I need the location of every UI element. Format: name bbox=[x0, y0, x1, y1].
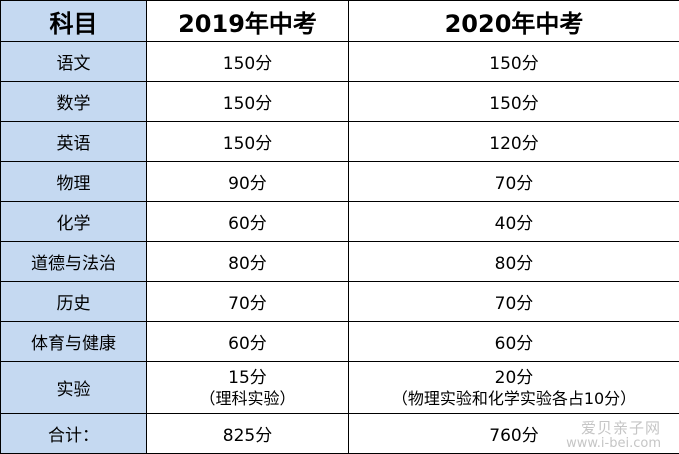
score-2020-cell: 60分 bbox=[348, 321, 679, 362]
table-row: 实验 15分 （理科实验） 20分 （物理实验和化学实验各占10分） bbox=[0, 361, 679, 414]
subject-cell: 体育与健康 bbox=[0, 321, 147, 362]
score-2020-cell: 40分 bbox=[348, 201, 679, 242]
header-subject: 科目 bbox=[0, 0, 147, 42]
table-header-row: 科目 2019年中考 2020年中考 bbox=[0, 0, 679, 42]
subject-cell: 实验 bbox=[0, 361, 147, 414]
table-total-row: 合计： 825分 760分 bbox=[0, 413, 679, 454]
table-row: 化学 60分 40分 bbox=[0, 201, 679, 242]
table-row: 道德与法治 80分 80分 bbox=[0, 241, 679, 282]
score-value: 20分 bbox=[494, 367, 534, 388]
score-2020-cell: 70分 bbox=[348, 281, 679, 322]
table-row: 英语 150分 120分 bbox=[0, 121, 679, 162]
score-2019-cell: 150分 bbox=[146, 121, 349, 162]
score-2020-cell: 120分 bbox=[348, 121, 679, 162]
score-2019-cell: 150分 bbox=[146, 81, 349, 122]
score-2020-cell: 150分 bbox=[348, 41, 679, 82]
table-row: 物理 90分 70分 bbox=[0, 161, 679, 202]
total-label-cell: 合计： bbox=[0, 413, 147, 454]
score-2019-cell: 80分 bbox=[146, 241, 349, 282]
table-row: 数学 150分 150分 bbox=[0, 81, 679, 122]
score-note: （物理实验和化学实验各占10分） bbox=[391, 388, 637, 408]
table-row: 体育与健康 60分 60分 bbox=[0, 321, 679, 362]
score-2019-cell: 70分 bbox=[146, 281, 349, 322]
header-2020: 2020年中考 bbox=[348, 0, 679, 42]
subject-cell: 语文 bbox=[0, 41, 147, 82]
subject-cell: 道德与法治 bbox=[0, 241, 147, 282]
score-2019-cell: 150分 bbox=[146, 41, 349, 82]
score-2019-cell: 60分 bbox=[146, 321, 349, 362]
table-row: 语文 150分 150分 bbox=[0, 41, 679, 82]
total-2019-cell: 825分 bbox=[146, 413, 349, 454]
score-note: （理科实验） bbox=[199, 388, 296, 408]
score-2019-cell: 60分 bbox=[146, 201, 349, 242]
header-2019: 2019年中考 bbox=[146, 0, 349, 42]
subject-cell: 英语 bbox=[0, 121, 147, 162]
subject-cell: 历史 bbox=[0, 281, 147, 322]
score-value: 15分 bbox=[228, 367, 267, 388]
table-row: 历史 70分 70分 bbox=[0, 281, 679, 322]
total-2020-cell: 760分 bbox=[348, 413, 679, 454]
subject-cell: 数学 bbox=[0, 81, 147, 122]
score-2019-cell: 15分 （理科实验） bbox=[146, 361, 349, 414]
subject-cell: 化学 bbox=[0, 201, 147, 242]
score-2020-cell: 150分 bbox=[348, 81, 679, 122]
score-2020-cell: 70分 bbox=[348, 161, 679, 202]
score-2019-cell: 90分 bbox=[146, 161, 349, 202]
subject-cell: 物理 bbox=[0, 161, 147, 202]
score-2020-cell: 80分 bbox=[348, 241, 679, 282]
score-2020-cell: 20分 （物理实验和化学实验各占10分） bbox=[348, 361, 679, 414]
